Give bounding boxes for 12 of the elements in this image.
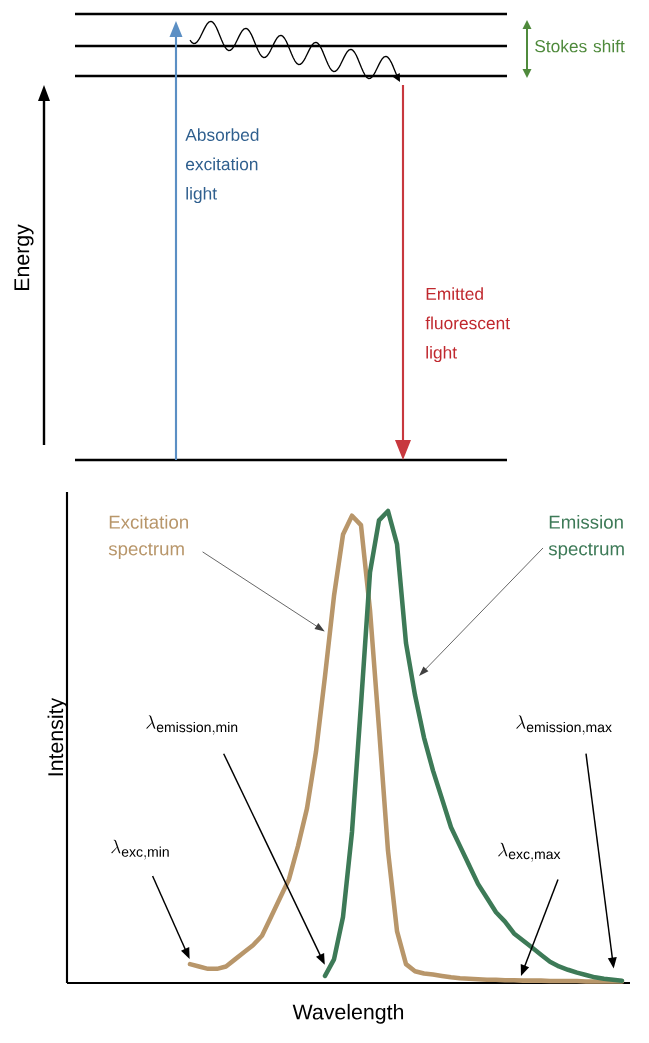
y-axis-title: Intensity <box>47 697 68 776</box>
text: Excitation spectrum <box>108 515 188 560</box>
text: Stokes shift <box>535 39 625 53</box>
text: Absorbed excitation light <box>185 128 259 204</box>
annotation: $\lambda_{\mathrm{emission,min}}$ <box>146 715 238 735</box>
x-axis-title: Wavelength <box>292 1003 404 1024</box>
text: Energy <box>14 224 34 291</box>
text: Emitted fluorescent light <box>425 287 510 363</box>
annotation: $\lambda_{\mathrm{emission,max}}$ <box>516 715 612 735</box>
text: $\lambda_{\mathrm{exc,min}}$ <box>111 839 169 860</box>
annotation: $\lambda_{\mathrm{exc,max}}$ <box>498 842 561 862</box>
text: Emission spectrum <box>548 515 624 560</box>
